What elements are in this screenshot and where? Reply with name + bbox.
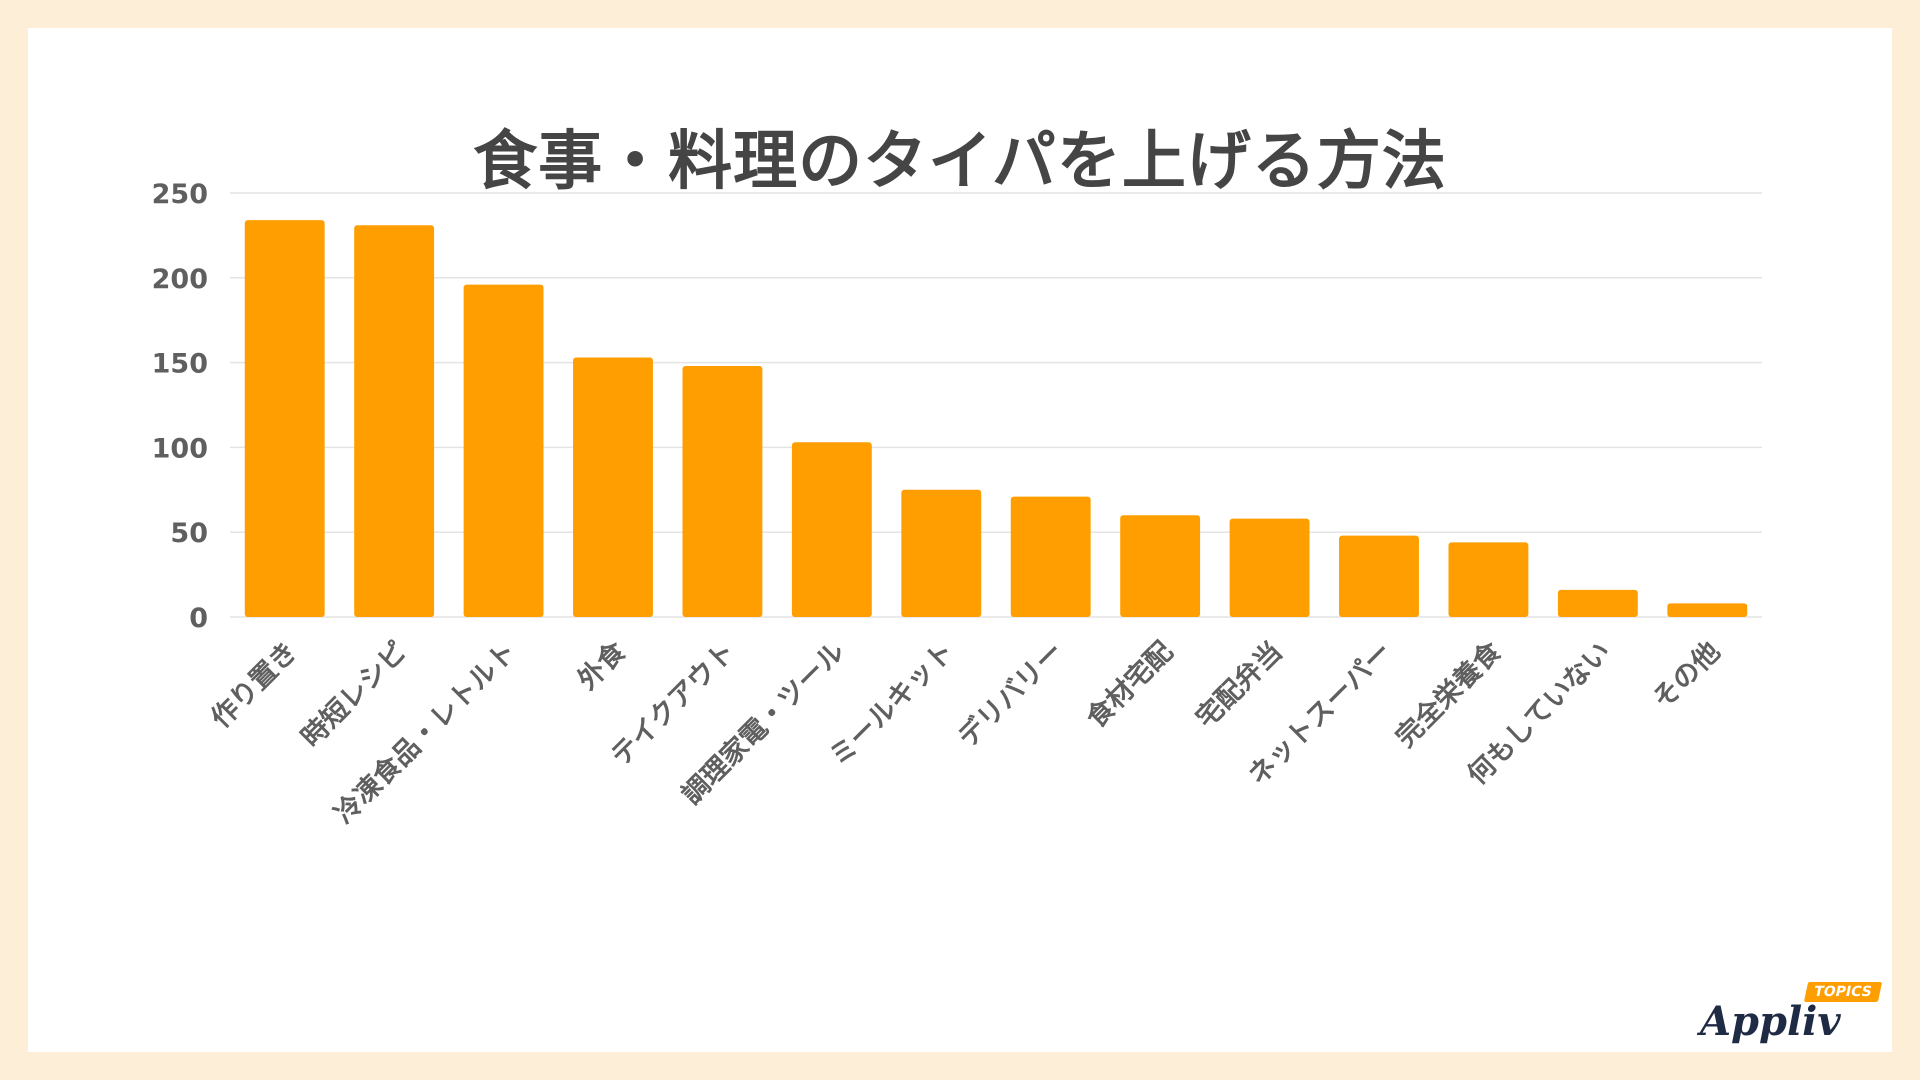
brand-name: Appliv <box>1700 998 1841 1045</box>
chart-title: 食事・料理のタイパを上げる方法 <box>473 125 1447 199</box>
bar-11 <box>1448 542 1529 617</box>
bar-8 <box>1120 515 1201 617</box>
chart-panel: 食事・料理のタイパを上げる方法 0 50 100 150 200 250 作り置き 時短レシ… <box>28 28 1892 1052</box>
bar-1 <box>354 225 435 617</box>
appliv-topics-logo: Appliv TOPICS <box>1700 976 1900 1056</box>
x-tick-label: 宅配弁当 <box>1190 635 1289 734</box>
bar-10 <box>1339 535 1419 617</box>
bar-12 <box>1557 589 1638 617</box>
x-tick-label: その他 <box>1647 636 1726 715</box>
y-tick-label: 100 <box>152 433 208 464</box>
x-tick-label: 冷凍食品・レトルト <box>328 635 522 829</box>
x-tick-label: 完全栄養食 <box>1389 635 1508 754</box>
bar-6 <box>901 489 982 617</box>
bar-3 <box>573 357 653 617</box>
bar-2 <box>463 284 544 617</box>
y-tick-label: 50 <box>170 518 208 549</box>
bar-9 <box>1229 518 1310 617</box>
y-tick-label: 200 <box>152 264 208 295</box>
grid-lines <box>230 192 1762 618</box>
bar-0 <box>244 220 325 618</box>
bar-5 <box>791 442 872 617</box>
y-axis-ticks: 0 50 100 150 200 250 <box>152 179 208 634</box>
bar-7 <box>1010 496 1091 617</box>
bars <box>244 220 1748 618</box>
x-tick-label: 時短レシピ <box>296 636 413 753</box>
brand-tag: TOPICS <box>1803 982 1882 1002</box>
x-tick-label: 食材宅配 <box>1080 635 1179 734</box>
y-tick-label: 250 <box>152 179 208 210</box>
bar-13 <box>1667 603 1748 617</box>
y-tick-label: 0 <box>189 603 208 634</box>
x-tick-label: 外食 <box>571 635 633 697</box>
x-tick-label: 作り置き <box>205 636 303 734</box>
bar-4 <box>682 365 763 617</box>
x-tick-label: デリバリー <box>952 635 1070 753</box>
y-tick-label: 150 <box>152 349 208 380</box>
